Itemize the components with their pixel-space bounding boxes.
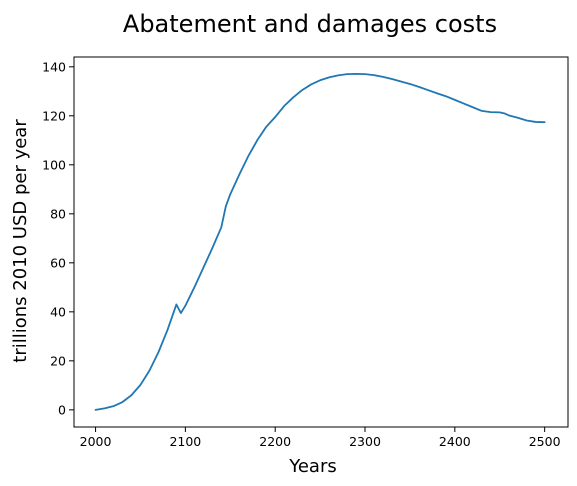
x-tick-label: 2300 <box>349 434 381 449</box>
y-tick-label: 40 <box>50 304 66 319</box>
y-tick-label: 80 <box>50 206 66 221</box>
x-tick-label: 2100 <box>169 434 201 449</box>
x-tick-label: 2400 <box>439 434 471 449</box>
y-tick-label: 100 <box>42 157 66 172</box>
plot-area <box>73 56 569 428</box>
y-tick-label: 120 <box>42 108 66 123</box>
x-axis: 2000 2100 2200 2300 2400 2500 <box>80 427 561 449</box>
chart-title: Abatement and damages costs <box>123 10 497 38</box>
plot-frame <box>73 56 569 428</box>
series-group <box>94 73 546 411</box>
x-axis-label: Years <box>288 456 337 477</box>
y-tick-label: 0 <box>58 402 66 417</box>
x-tick-label: 2000 <box>80 434 112 449</box>
x-tick-label: 2200 <box>259 434 291 449</box>
y-axis-label: trillions 2010 USD per year <box>10 119 31 363</box>
x-tick-label: 2500 <box>529 434 561 449</box>
y-tick-label: 60 <box>50 255 66 270</box>
y-axis: 0 20 40 60 80 100 120 140 <box>42 59 74 417</box>
y-tick-label: 20 <box>50 353 66 368</box>
y-tick-label: 140 <box>42 59 66 74</box>
series-line-0 <box>94 73 546 411</box>
